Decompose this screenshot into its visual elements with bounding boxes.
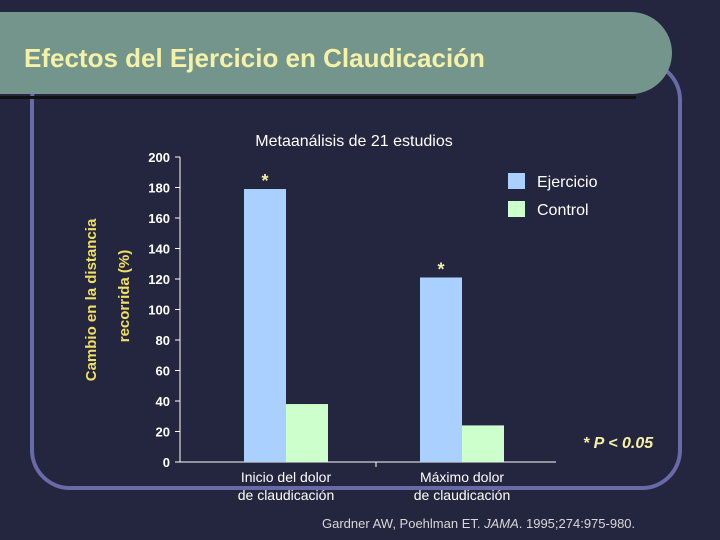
y-tick-label: 180 bbox=[148, 181, 170, 196]
p-value-annotation: * P < 0.05 bbox=[583, 435, 654, 452]
citation-details: . 1995;274:975-980. bbox=[518, 516, 636, 531]
title-underline bbox=[0, 96, 636, 99]
bar-control-1 bbox=[286, 404, 328, 462]
y-axis-label-line-1: Cambio en la distancia bbox=[83, 218, 100, 381]
x-category-label: de claudicación bbox=[414, 487, 511, 503]
y-axis-label-line-2: recorrida (%) bbox=[116, 250, 133, 343]
bar-control-2 bbox=[462, 425, 504, 462]
bar-ejercicio-1 bbox=[244, 189, 286, 462]
citation: Gardner AW, Poehlman ET. JAMA. 1995;274:… bbox=[322, 516, 635, 531]
x-category-label: Máximo dolor bbox=[420, 469, 504, 485]
legend-swatch-control bbox=[508, 201, 525, 217]
legend-label-control: Control bbox=[537, 202, 589, 219]
chart-title: Metaanálisis de 21 estudios bbox=[255, 133, 452, 150]
y-tick-label: 40 bbox=[156, 394, 170, 409]
y-tick-label: 60 bbox=[156, 364, 170, 379]
y-tick-label: 120 bbox=[148, 272, 170, 287]
y-tick-label: 100 bbox=[148, 303, 170, 318]
citation-authors: Gardner AW, Poehlman ET. bbox=[322, 516, 485, 531]
y-tick-label: 160 bbox=[148, 211, 170, 226]
x-category-label: de claudicación bbox=[238, 487, 335, 503]
y-tick-label: 80 bbox=[156, 333, 170, 348]
significance-marker: * bbox=[261, 171, 268, 191]
y-tick-label: 200 bbox=[148, 150, 170, 165]
title-banner bbox=[0, 12, 672, 94]
citation-journal: JAMA bbox=[484, 516, 519, 531]
y-tick-label: 140 bbox=[148, 242, 170, 257]
significance-marker: * bbox=[437, 259, 444, 279]
legend-label-ejercicio: Ejercicio bbox=[537, 174, 598, 191]
y-tick-label: 0 bbox=[163, 455, 170, 470]
bar-ejercicio-2 bbox=[420, 277, 462, 462]
y-tick-label: 20 bbox=[156, 425, 170, 440]
legend-swatch-ejercicio bbox=[508, 173, 525, 189]
slide-title: Efectos del Ejercicio en Claudicación bbox=[24, 43, 485, 73]
x-category-label: Inicio del dolor bbox=[241, 469, 332, 485]
